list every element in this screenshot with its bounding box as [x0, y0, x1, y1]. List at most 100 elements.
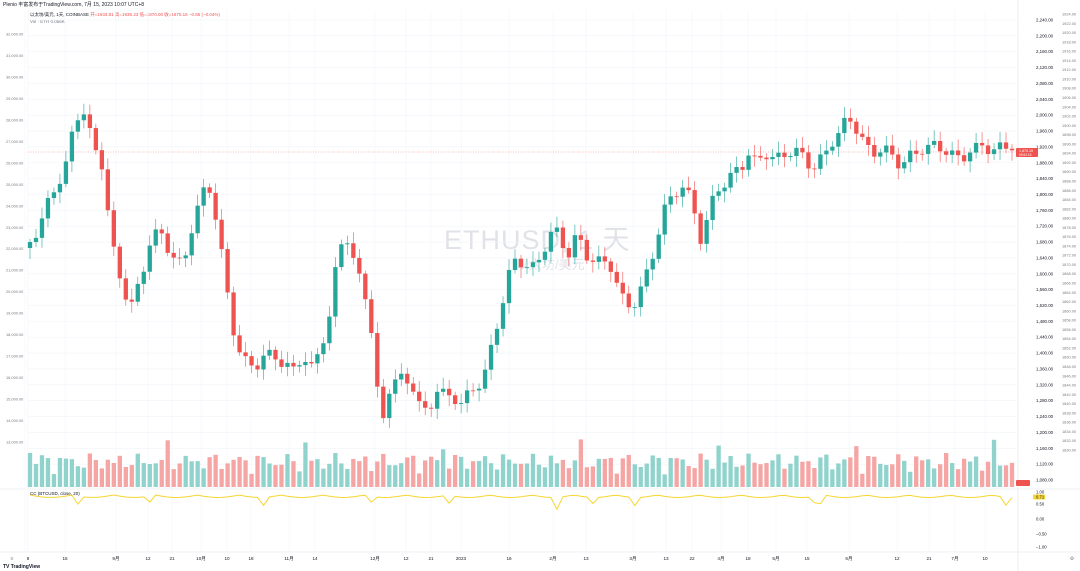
volume-bar	[614, 473, 619, 487]
candle-body	[890, 145, 895, 155]
secondary-price-axis-label: 1872.00	[1062, 253, 1077, 258]
volume-bar	[363, 456, 368, 487]
candle-body	[818, 154, 823, 169]
volume-bar	[848, 457, 853, 487]
candle-body	[854, 121, 859, 134]
secondary-price-axis-label: 1902.00	[1062, 114, 1077, 119]
candle-body	[836, 133, 841, 147]
candle-body	[752, 155, 757, 157]
candle-body	[458, 403, 464, 405]
indicator-axis-label: −1.00	[1036, 545, 1047, 550]
price-axis-label: 2,120.00	[1036, 65, 1054, 70]
left-axis-label: 30,000.00	[6, 74, 24, 79]
left-axis-label: 15,000.00	[6, 397, 24, 402]
candle-body	[435, 391, 440, 409]
candle-body	[740, 167, 745, 170]
candle-body	[848, 117, 853, 122]
price-axis-label: 1,480.00	[1036, 319, 1054, 324]
secondary-price-axis-label: 1842.00	[1062, 392, 1077, 397]
volume-bar	[572, 460, 578, 487]
secondary-price-axis-label: 1870.00	[1062, 262, 1077, 267]
volume-bar	[920, 460, 925, 487]
candle-body	[937, 140, 943, 152]
candle-body	[566, 247, 572, 258]
volume-bar	[219, 468, 224, 487]
volume-bar	[291, 461, 296, 487]
candle-body	[117, 246, 122, 279]
secondary-price-axis-label: 1916.00	[1062, 49, 1077, 54]
volume-bar	[812, 467, 817, 487]
volume-bar	[704, 459, 709, 487]
volume-bar	[644, 463, 649, 487]
volume-bar	[734, 466, 739, 487]
publish-info: Plenio 丰富发布于TradingView.com, 7月 15, 2023…	[3, 2, 145, 8]
candle-body	[866, 136, 871, 146]
volume-bar	[518, 463, 524, 487]
candle-body	[63, 161, 69, 184]
candle-body	[177, 257, 182, 259]
volume-legend[interactable]: Vol · ETH 0.056K	[30, 19, 65, 24]
time-axis-label: 13	[583, 556, 589, 561]
candle-body	[710, 195, 715, 220]
candle-body	[135, 283, 140, 302]
candle-body	[405, 373, 410, 384]
candle-body	[291, 362, 296, 367]
candle-body	[39, 218, 45, 238]
candle-body	[165, 233, 170, 253]
price-axis-label: 1,400.00	[1036, 351, 1054, 356]
price-axis-label: 1,160.00	[1036, 446, 1054, 451]
candle-body	[213, 192, 218, 220]
volume-bar	[566, 468, 572, 487]
candle-body	[542, 251, 548, 260]
candle-body	[860, 133, 865, 137]
candle-body	[614, 271, 619, 283]
candle-body	[81, 114, 87, 121]
candle-body	[728, 172, 733, 188]
candle-body	[153, 229, 158, 246]
candle-body	[464, 390, 470, 404]
volume-bar	[985, 461, 991, 487]
indicator-legend[interactable]: CC (BTCUSD, close, 20)	[30, 491, 80, 496]
secondary-price-axis-label: 1874.00	[1062, 243, 1077, 248]
volume-bar	[315, 459, 320, 487]
volume-bar	[548, 455, 554, 487]
axes: 8 15 9月 12 21 10月 10 18 11月 14 12月 12 21 2023 16 2月 13 3月…	[6, 12, 1077, 563]
price-axis-label: 1,960.00	[1036, 129, 1054, 134]
candle-body	[345, 243, 350, 245]
volume-bar	[117, 455, 122, 487]
candle-body	[255, 365, 260, 370]
volume-bar	[255, 455, 260, 487]
candle-body	[764, 157, 769, 160]
candle-body	[626, 293, 631, 308]
ohlc-values: 开=1933.81 高=1935.23 低=1870.00 收=1870.15 …	[90, 12, 220, 17]
volume-bar	[237, 457, 242, 487]
volume-bar	[213, 454, 218, 487]
candle-body	[99, 150, 105, 170]
volume-bar	[890, 464, 895, 487]
price-axis-label: 1,320.00	[1036, 382, 1054, 387]
volume-bar	[141, 463, 146, 487]
secondary-price-axis-label: 1876.00	[1062, 234, 1077, 239]
volume-bar	[908, 471, 913, 487]
volume-bar	[81, 467, 87, 487]
volume-bar	[500, 454, 506, 487]
volume-bar	[411, 455, 416, 487]
volume-bar	[183, 455, 188, 487]
candle-body	[997, 142, 1003, 150]
price-axis-label: 1,880.00	[1036, 160, 1054, 165]
volume-bar	[554, 463, 560, 487]
time-axis-label: 18	[745, 556, 751, 561]
candle-body	[231, 292, 236, 336]
symbol-name[interactable]: 以太坊/美元, 1天, COINBASE	[30, 12, 90, 17]
candle-body	[812, 168, 817, 170]
volume-bar	[524, 463, 530, 487]
candle-body	[596, 256, 601, 262]
indicator-axis-label: 0.71	[1036, 495, 1045, 500]
volume-bar	[979, 470, 985, 487]
candle-body	[441, 388, 446, 392]
volume-bar	[866, 455, 871, 487]
secondary-price-axis-label: 1886.00	[1062, 188, 1077, 193]
price-axis-label: 1,840.00	[1036, 176, 1054, 181]
volume-bar	[129, 465, 134, 487]
